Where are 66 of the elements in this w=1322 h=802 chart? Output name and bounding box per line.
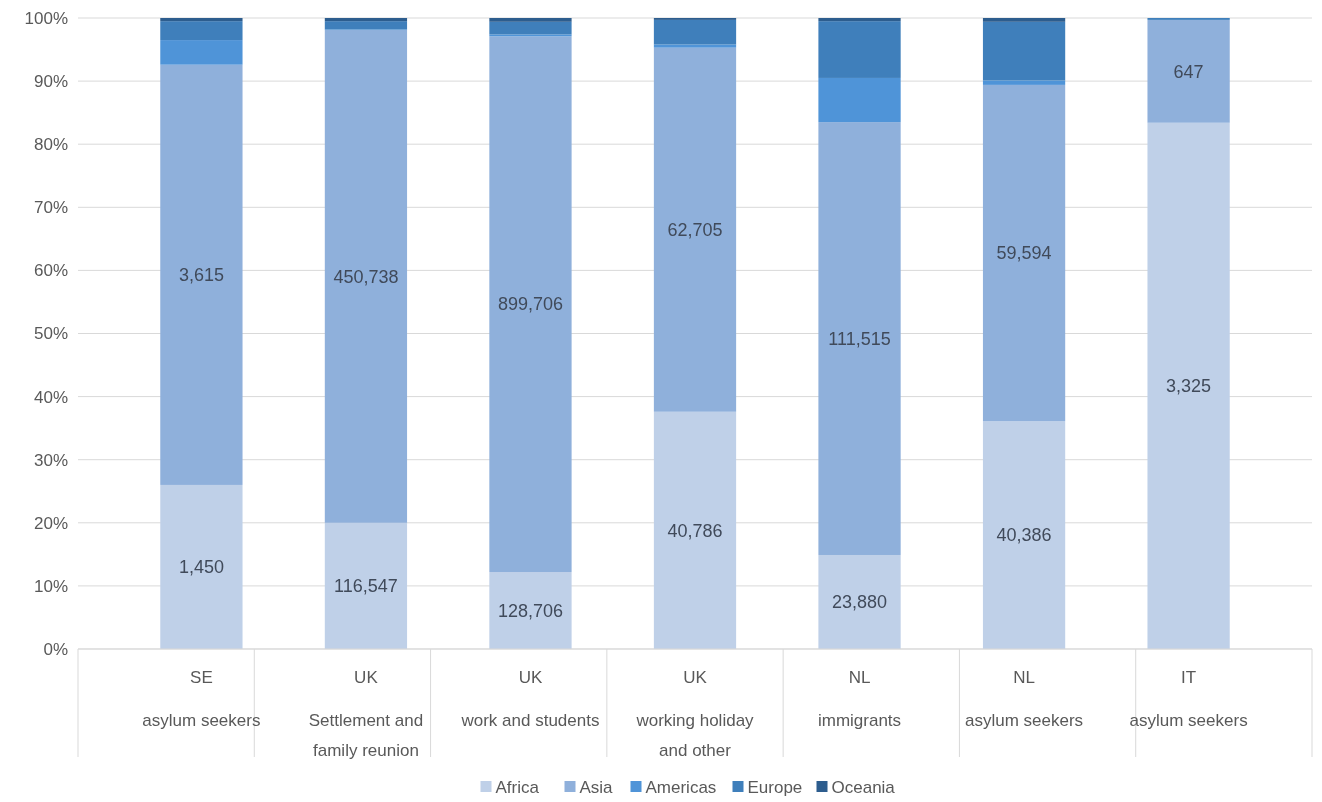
- annotation: 40,386: [996, 525, 1052, 546]
- y-tick-label: 0%: [43, 639, 68, 659]
- bar: [982, 84, 1066, 422]
- annotation: 3,615: [178, 265, 224, 286]
- annotation: 128,706: [497, 600, 564, 621]
- bar: [324, 21, 408, 30]
- bar: [982, 18, 1066, 22]
- bar: [1147, 19, 1230, 123]
- bar: [818, 77, 901, 123]
- annotation: 3,325: [1166, 376, 1212, 397]
- annotation: 1,450: [178, 557, 224, 578]
- annotation: 62,705: [667, 220, 723, 240]
- annotation: 59,594: [996, 243, 1052, 264]
- bar: [653, 44, 737, 48]
- annotation: 23,880: [832, 592, 888, 613]
- bar: [982, 21, 1066, 81]
- legend-label: Europe: [747, 777, 803, 797]
- legend-label: Americas: [645, 777, 717, 797]
- legend-label: Africa: [495, 777, 540, 797]
- annotation: 40,786: [667, 520, 723, 541]
- bar: [982, 421, 1066, 649]
- y-tick-label: 50%: [33, 324, 68, 344]
- y-tick-label: 80%: [33, 135, 68, 155]
- y-tick-label: 20%: [33, 513, 68, 533]
- bar: [818, 21, 901, 78]
- annotation: 116,547: [334, 576, 398, 597]
- y-tick-label: 60%: [33, 261, 68, 281]
- bar: [160, 40, 243, 65]
- bar: [160, 484, 243, 649]
- legend-label: Oceania: [831, 777, 896, 797]
- annotation: 899,706: [497, 294, 564, 315]
- category-label: SE asylum seekers: [142, 668, 261, 730]
- annotation: 450,738: [333, 266, 399, 287]
- y-tick-label: 30%: [33, 450, 68, 470]
- y-tick-label: 100%: [24, 8, 68, 28]
- bar: [160, 21, 243, 41]
- y-tick-label: 90%: [33, 72, 68, 92]
- bar: [818, 18, 901, 22]
- bar: [489, 21, 572, 35]
- y-tick-label: 10%: [33, 576, 68, 596]
- bar: [982, 80, 1066, 85]
- annotation: 647: [1173, 61, 1204, 82]
- category-label: UK Settlement and family reunion: [308, 668, 424, 760]
- bar: [653, 47, 737, 412]
- bar: [1147, 122, 1230, 649]
- bar: [160, 64, 243, 485]
- bar: [160, 18, 243, 22]
- category-label: UK work and students: [461, 668, 600, 730]
- bar: [324, 18, 408, 22]
- bar: [653, 19, 737, 45]
- y-tick-label: 40%: [33, 387, 68, 407]
- bar: [818, 554, 901, 649]
- bar: [324, 29, 408, 523]
- bar: [818, 122, 901, 555]
- y-tick-label: 70%: [33, 198, 68, 218]
- bar: [489, 572, 572, 649]
- bar: [653, 411, 737, 649]
- annotation: 111,515: [828, 328, 891, 349]
- category-label: UK working holiday and other: [636, 668, 754, 760]
- category-label: NL asylum seekers: [965, 668, 1084, 730]
- category-label: NL immigrants: [817, 668, 902, 730]
- legend-label: Asia: [579, 777, 614, 797]
- bar: [489, 36, 572, 573]
- bar: [489, 18, 572, 22]
- category-label: IT asylum seekers: [1129, 668, 1248, 730]
- bar: [324, 522, 408, 649]
